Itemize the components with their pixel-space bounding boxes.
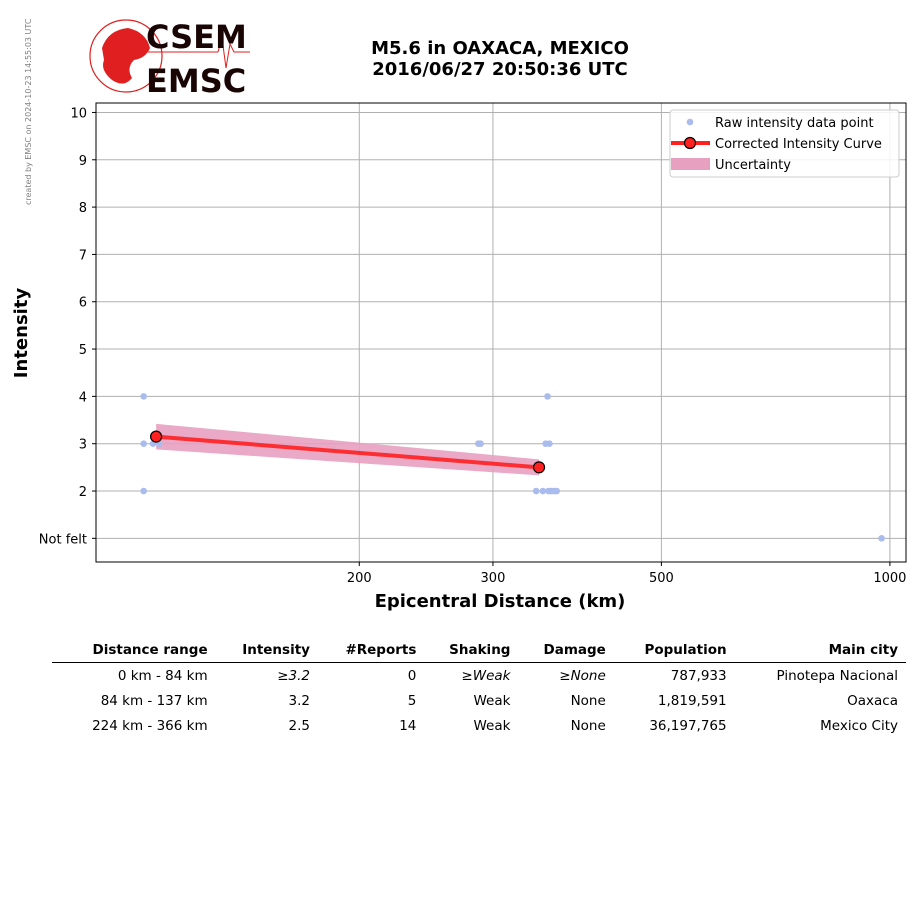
table-row: 0 km - 84 km ≥3.2 0 ≥Weak ≥None 787,933 … <box>52 663 906 689</box>
emsc-logo: CSEM EMSC <box>89 18 250 98</box>
col-header-city: Main city <box>734 639 906 663</box>
intensity-curve-layer <box>150 430 546 474</box>
raw-data-point <box>140 440 147 448</box>
summary-table: Distance range Intensity #Reports Shakin… <box>52 639 906 738</box>
cell-population: 787,933 <box>670 667 727 684</box>
cell-shaking: Weak <box>473 717 511 734</box>
raw-data-point <box>539 487 547 495</box>
raw-data-point <box>477 440 484 448</box>
title-line-1: M5.6 in OAXACA, MEXICO <box>371 38 629 59</box>
intensity-chart: 200 300 500 1000 Not felt 2 3 4 5 6 7 8 9 10 Epicentr… <box>11 102 907 612</box>
y-axis-title: Intensity <box>11 288 32 379</box>
y-tick-label: 3 <box>79 438 87 453</box>
cell-population: 36,197,765 <box>649 717 727 734</box>
cell-reports: 5 <box>407 692 417 709</box>
y-tick-label: 6 <box>79 296 87 311</box>
grid <box>96 103 906 562</box>
y-tick-label: 4 <box>79 390 87 405</box>
logo-text-emsc: EMSC <box>146 62 246 98</box>
page-title: M5.6 in OAXACA, MEXICO 2016/06/27 20:50:… <box>300 38 700 80</box>
raw-data-point <box>532 487 540 495</box>
cell-reports: 14 <box>399 717 417 734</box>
raw-data-point <box>878 535 885 542</box>
table-row: 224 km - 366 km 2.5 14 Weak None 36,197,… <box>52 713 906 738</box>
legend-box <box>669 109 900 178</box>
raw-data-point <box>553 487 561 495</box>
x-axis-title: Epicentral Distance (km) <box>375 591 626 612</box>
col-header-population: Population <box>613 639 735 663</box>
cell-city: Pinotepa Nacional <box>776 667 898 684</box>
y-tick-label: 8 <box>79 201 87 216</box>
cell-range: 224 km - 366 km <box>92 717 208 734</box>
col-header-reports: #Reports <box>317 639 425 663</box>
cell-city: Oaxaca <box>847 692 898 709</box>
plot-frame <box>95 102 907 563</box>
uncertainty-band <box>156 423 540 476</box>
col-header-damage: Damage <box>518 639 614 663</box>
legend-label: Corrected Intensity Curve <box>715 137 882 152</box>
legend-raw-marker <box>686 118 694 126</box>
legend-label: Raw intensity data point <box>715 116 874 131</box>
cell-population: 1,819,591 <box>657 692 727 709</box>
cell-shaking: Weak <box>473 692 511 709</box>
cell-damage: None <box>570 717 606 734</box>
y-tick-label: 5 <box>79 343 87 358</box>
x-tick-label: 300 <box>481 571 506 586</box>
cell-damage: None <box>570 692 606 709</box>
cell-intensity: ≥3.2 <box>277 667 310 684</box>
raw-data-point <box>546 440 553 448</box>
col-header-distance: Distance range <box>52 639 216 663</box>
col-header-intensity: Intensity <box>215 639 318 663</box>
tick-labels: 200 300 500 1000 Not felt 2 3 4 5 6 7 8 9 10 <box>39 106 907 586</box>
x-tick-label: 500 <box>649 571 674 586</box>
cell-shaking: ≥Weak <box>461 667 511 684</box>
raw-data-point <box>140 487 147 495</box>
cell-damage: ≥None <box>559 667 606 684</box>
intensity-curve-line <box>155 434 540 470</box>
table-header-row: Distance range Intensity #Reports Shakin… <box>52 639 906 663</box>
y-tick-label: 9 <box>79 154 87 169</box>
cell-city: Mexico City <box>820 717 898 734</box>
y-tick-label: 10 <box>70 106 87 121</box>
uncertainty-band-layer <box>156 423 540 476</box>
intensity-curve-marker <box>532 461 546 474</box>
x-tick-label: 200 <box>347 571 372 586</box>
cell-intensity: 3.2 <box>288 692 310 709</box>
cell-intensity: 2.5 <box>288 717 310 734</box>
title-line-2: 2016/06/27 20:50:36 UTC <box>372 59 628 80</box>
cell-range: 84 km - 137 km <box>100 692 208 709</box>
raw-points-layer <box>140 393 885 542</box>
raw-data-point <box>544 393 551 400</box>
col-header-shaking: Shaking <box>424 639 519 663</box>
table-row: 84 km - 137 km 3.2 5 Weak None 1,819,591… <box>52 688 906 713</box>
y-tick-label: 2 <box>79 485 87 500</box>
legend: Raw intensity data point Corrected Intens… <box>669 109 900 178</box>
cell-range: 0 km - 84 km <box>117 667 208 684</box>
legend-curve-marker <box>683 136 697 150</box>
y-tick-label: 7 <box>79 248 87 263</box>
legend-uncertainty-swatch <box>671 158 710 170</box>
raw-data-point <box>140 393 147 400</box>
legend-label: Uncertainty <box>715 158 791 173</box>
logo-text-csem: CSEM <box>146 18 247 56</box>
x-tick-label: 1000 <box>873 571 906 586</box>
y-tick-label: Not felt <box>39 532 87 547</box>
intensity-curve-marker <box>150 430 163 443</box>
cell-reports: 0 <box>407 667 417 684</box>
